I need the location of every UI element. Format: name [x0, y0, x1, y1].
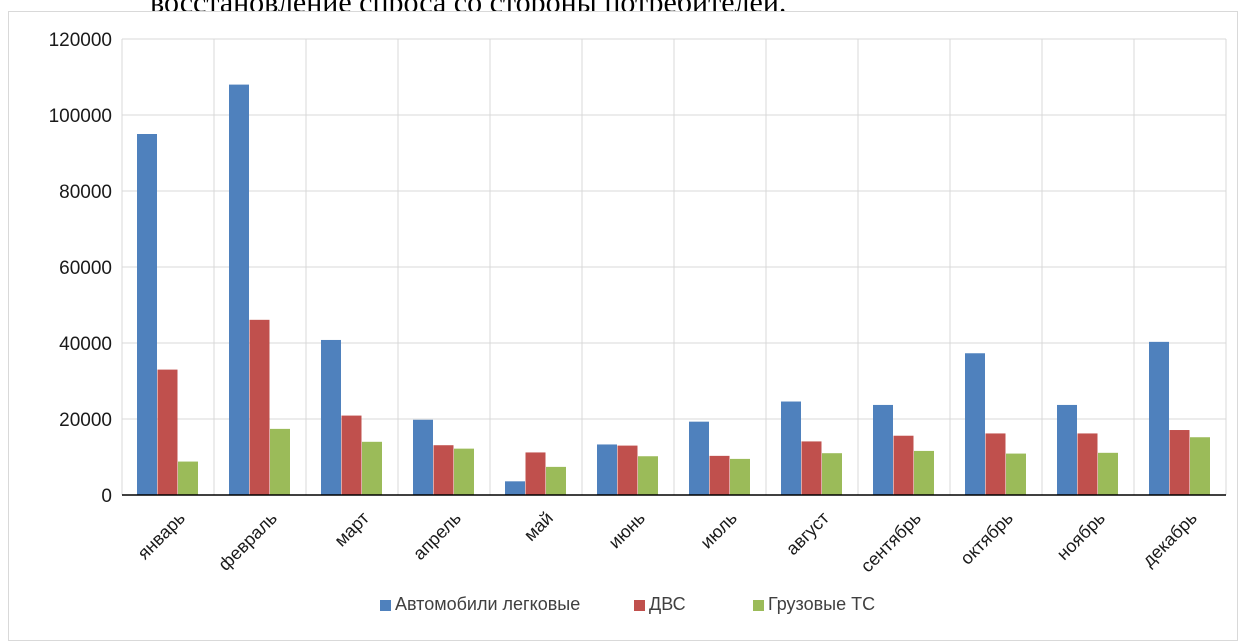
bar	[229, 84, 249, 495]
x-tick-label: март	[330, 508, 373, 551]
bar	[709, 455, 730, 495]
chart-area	[8, 11, 1238, 641]
bar	[1057, 404, 1077, 495]
bar	[1077, 433, 1098, 495]
bar	[781, 401, 801, 495]
bar	[893, 435, 914, 495]
bar	[270, 428, 290, 495]
bar	[801, 441, 822, 495]
x-tick-label: январь	[134, 508, 189, 563]
bar	[985, 433, 1006, 495]
y-tick-label: 40000	[59, 334, 112, 355]
x-tick-label: октябрь	[956, 508, 1017, 569]
bar	[1149, 341, 1169, 495]
bar	[525, 452, 546, 495]
legend-label: Грузовые ТС	[768, 594, 875, 614]
bar	[505, 481, 525, 495]
y-tick-label: 80000	[59, 182, 112, 203]
legend-swatch	[634, 600, 645, 611]
bar	[321, 339, 341, 495]
y-tick-label: 0	[101, 486, 112, 507]
bar	[137, 134, 157, 495]
bar	[178, 461, 198, 495]
bar	[1190, 437, 1210, 495]
bar	[362, 441, 382, 495]
bar	[965, 353, 985, 495]
bar	[730, 458, 750, 495]
bar	[1169, 430, 1190, 495]
bar	[413, 419, 433, 495]
x-tick-label: июль	[696, 508, 741, 553]
x-tick-label: февраль	[214, 508, 281, 575]
bar	[249, 319, 270, 495]
bar	[914, 450, 934, 495]
bar	[597, 444, 617, 495]
x-tick-label: апрель	[409, 508, 465, 564]
y-tick-label: 20000	[59, 410, 112, 431]
x-tick-label: август	[782, 508, 833, 559]
legend-swatch	[753, 600, 764, 611]
x-tick-label: декабрь	[1138, 508, 1201, 571]
legend-swatch	[380, 600, 391, 611]
bar	[1006, 453, 1026, 495]
legend-label: ДВС	[649, 594, 686, 614]
bar	[546, 466, 566, 495]
y-tick-label: 60000	[59, 258, 112, 279]
bar	[341, 415, 362, 495]
bar	[433, 445, 454, 495]
bar	[617, 445, 638, 495]
x-tick-label: ноябрь	[1053, 508, 1109, 564]
x-tick-label: сентябрь	[857, 508, 925, 576]
x-tick-label: май	[520, 508, 557, 545]
bar	[873, 404, 893, 495]
bar	[822, 453, 842, 495]
bar	[638, 456, 658, 495]
bar	[1098, 452, 1118, 495]
y-tick-label: 100000	[49, 106, 112, 127]
y-tick-label: 120000	[49, 30, 112, 51]
legend-label: Автомобили легковые	[395, 594, 580, 614]
bar	[454, 448, 474, 495]
bar	[157, 369, 178, 495]
x-tick-label: июнь	[605, 508, 649, 552]
bar	[689, 421, 709, 495]
